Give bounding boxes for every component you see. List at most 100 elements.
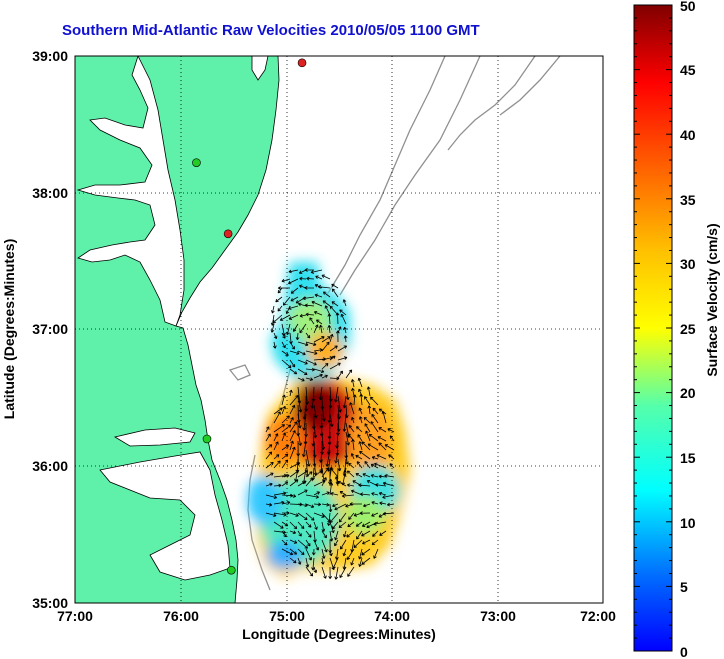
velocity-arrow (297, 431, 303, 446)
lat-tick: 38:00 (32, 185, 68, 201)
velocity-arrow (305, 449, 311, 467)
velocity-arrow (355, 473, 363, 478)
velocity-arrow (371, 413, 379, 424)
velocity-arrow (277, 286, 291, 290)
velocity-arrow (366, 521, 379, 529)
velocity-arrow (347, 566, 355, 577)
velocity-arrow (360, 492, 371, 497)
velocity-arrow (334, 539, 339, 547)
velocity-arrow (273, 521, 284, 529)
velocity-arrow (347, 521, 355, 528)
velocity-arrow (289, 368, 298, 375)
velocity-arrow (339, 566, 347, 578)
velocity-arrow (273, 512, 287, 517)
velocity-arrow (321, 477, 327, 487)
velocity-arrow (387, 502, 395, 507)
velocity-arrow (376, 454, 387, 460)
velocity-arrow (343, 335, 348, 343)
velocity-arrow (297, 557, 302, 565)
velocity-arrow (371, 456, 379, 460)
lon-tick-labels: 77:00 76:00 75:00 74:00 73:00 72:00 (57, 608, 616, 624)
velocity-arrow (305, 367, 315, 372)
velocity-arrow (289, 512, 299, 517)
velocity-arrow (290, 287, 299, 294)
velocity-arrow (331, 521, 339, 530)
velocity-arrow (370, 421, 379, 433)
velocity-arrow (322, 291, 331, 298)
velocity-arrow (306, 276, 315, 281)
velocity-arrow (305, 350, 318, 355)
velocity-arrow (305, 557, 310, 568)
velocity-arrow (340, 539, 347, 550)
velocity-arrow (337, 356, 348, 361)
velocity-arrow (271, 305, 275, 314)
lon-tick: 77:00 (57, 608, 93, 624)
velocity-arrow (328, 503, 333, 513)
velocity-arrow (321, 341, 330, 352)
velocity-arrow (349, 502, 363, 506)
x-axis-label: Longitude (Degrees:Minutes) (242, 626, 436, 642)
velocity-arrow (329, 413, 334, 427)
velocity-arrow (370, 474, 379, 478)
velocity-arrow (297, 530, 302, 537)
velocity-arrow (321, 548, 326, 559)
velocity-arrow (345, 386, 350, 401)
velocity-arrow (321, 336, 331, 343)
velocity-arrow (275, 296, 283, 303)
velocity-arrow (361, 521, 371, 527)
velocity-arrow (334, 566, 339, 580)
velocity-arrow (289, 521, 298, 530)
velocity-arrow (358, 416, 363, 424)
velocity-arrow (345, 503, 355, 508)
velocity-arrow (356, 426, 363, 433)
velocity-arrow (305, 548, 312, 561)
velocity-arrow (337, 370, 343, 379)
velocity-arrow (346, 483, 355, 488)
velocity-arrow (273, 407, 283, 415)
velocity-arrow (313, 521, 318, 530)
lat-tick: 36:00 (32, 458, 68, 474)
velocity-arrow (297, 377, 305, 382)
velocity-arrow (329, 548, 333, 557)
velocity-arrow (265, 472, 274, 478)
velocity-arrow (371, 512, 379, 517)
velocity-arrow (313, 502, 322, 507)
velocity-arrow (265, 502, 273, 507)
lon-tick: 75:00 (269, 608, 305, 624)
velocity-arrow (342, 413, 347, 432)
y-axis-label: Latitude (Degrees:Minutes) (1, 239, 17, 419)
velocity-arrow (281, 500, 291, 505)
velocity-arrow (289, 539, 298, 544)
albemarle-sound (113, 427, 196, 447)
velocity-arrow (327, 313, 332, 325)
velocity-arrow (321, 363, 329, 370)
velocity-arrow (304, 286, 315, 290)
velocity-arrow (265, 451, 273, 460)
velocity-arrow (305, 530, 312, 538)
velocity-arrow (332, 503, 339, 508)
velocity-arrow (345, 369, 353, 379)
velocity-arrow (297, 503, 308, 508)
velocity-arrow (327, 325, 332, 334)
velocity-arrow (319, 324, 323, 334)
velocity-arrow (339, 309, 347, 316)
station-markers (192, 58, 307, 575)
velocity-arrow (273, 411, 281, 424)
velocity-arrow (372, 530, 379, 537)
velocity-arrow (305, 503, 315, 508)
velocity-arrow (289, 359, 296, 368)
velocity-arrow (297, 480, 307, 487)
velocity-arrow (331, 283, 339, 289)
velocity-arrow (356, 461, 363, 469)
velocity-arrow (331, 288, 339, 298)
velocity-arrow (339, 491, 347, 496)
velocity-arrow (334, 476, 339, 487)
velocity-arrow (297, 512, 308, 521)
velocity-arrow (330, 491, 339, 496)
velocity-arrow (281, 332, 286, 339)
velocity-arrow (304, 268, 315, 272)
velocity-arrow (289, 350, 300, 355)
velocity-arrow (350, 453, 355, 460)
velocity-arrow (357, 434, 363, 442)
velocity-arrow (281, 530, 287, 538)
